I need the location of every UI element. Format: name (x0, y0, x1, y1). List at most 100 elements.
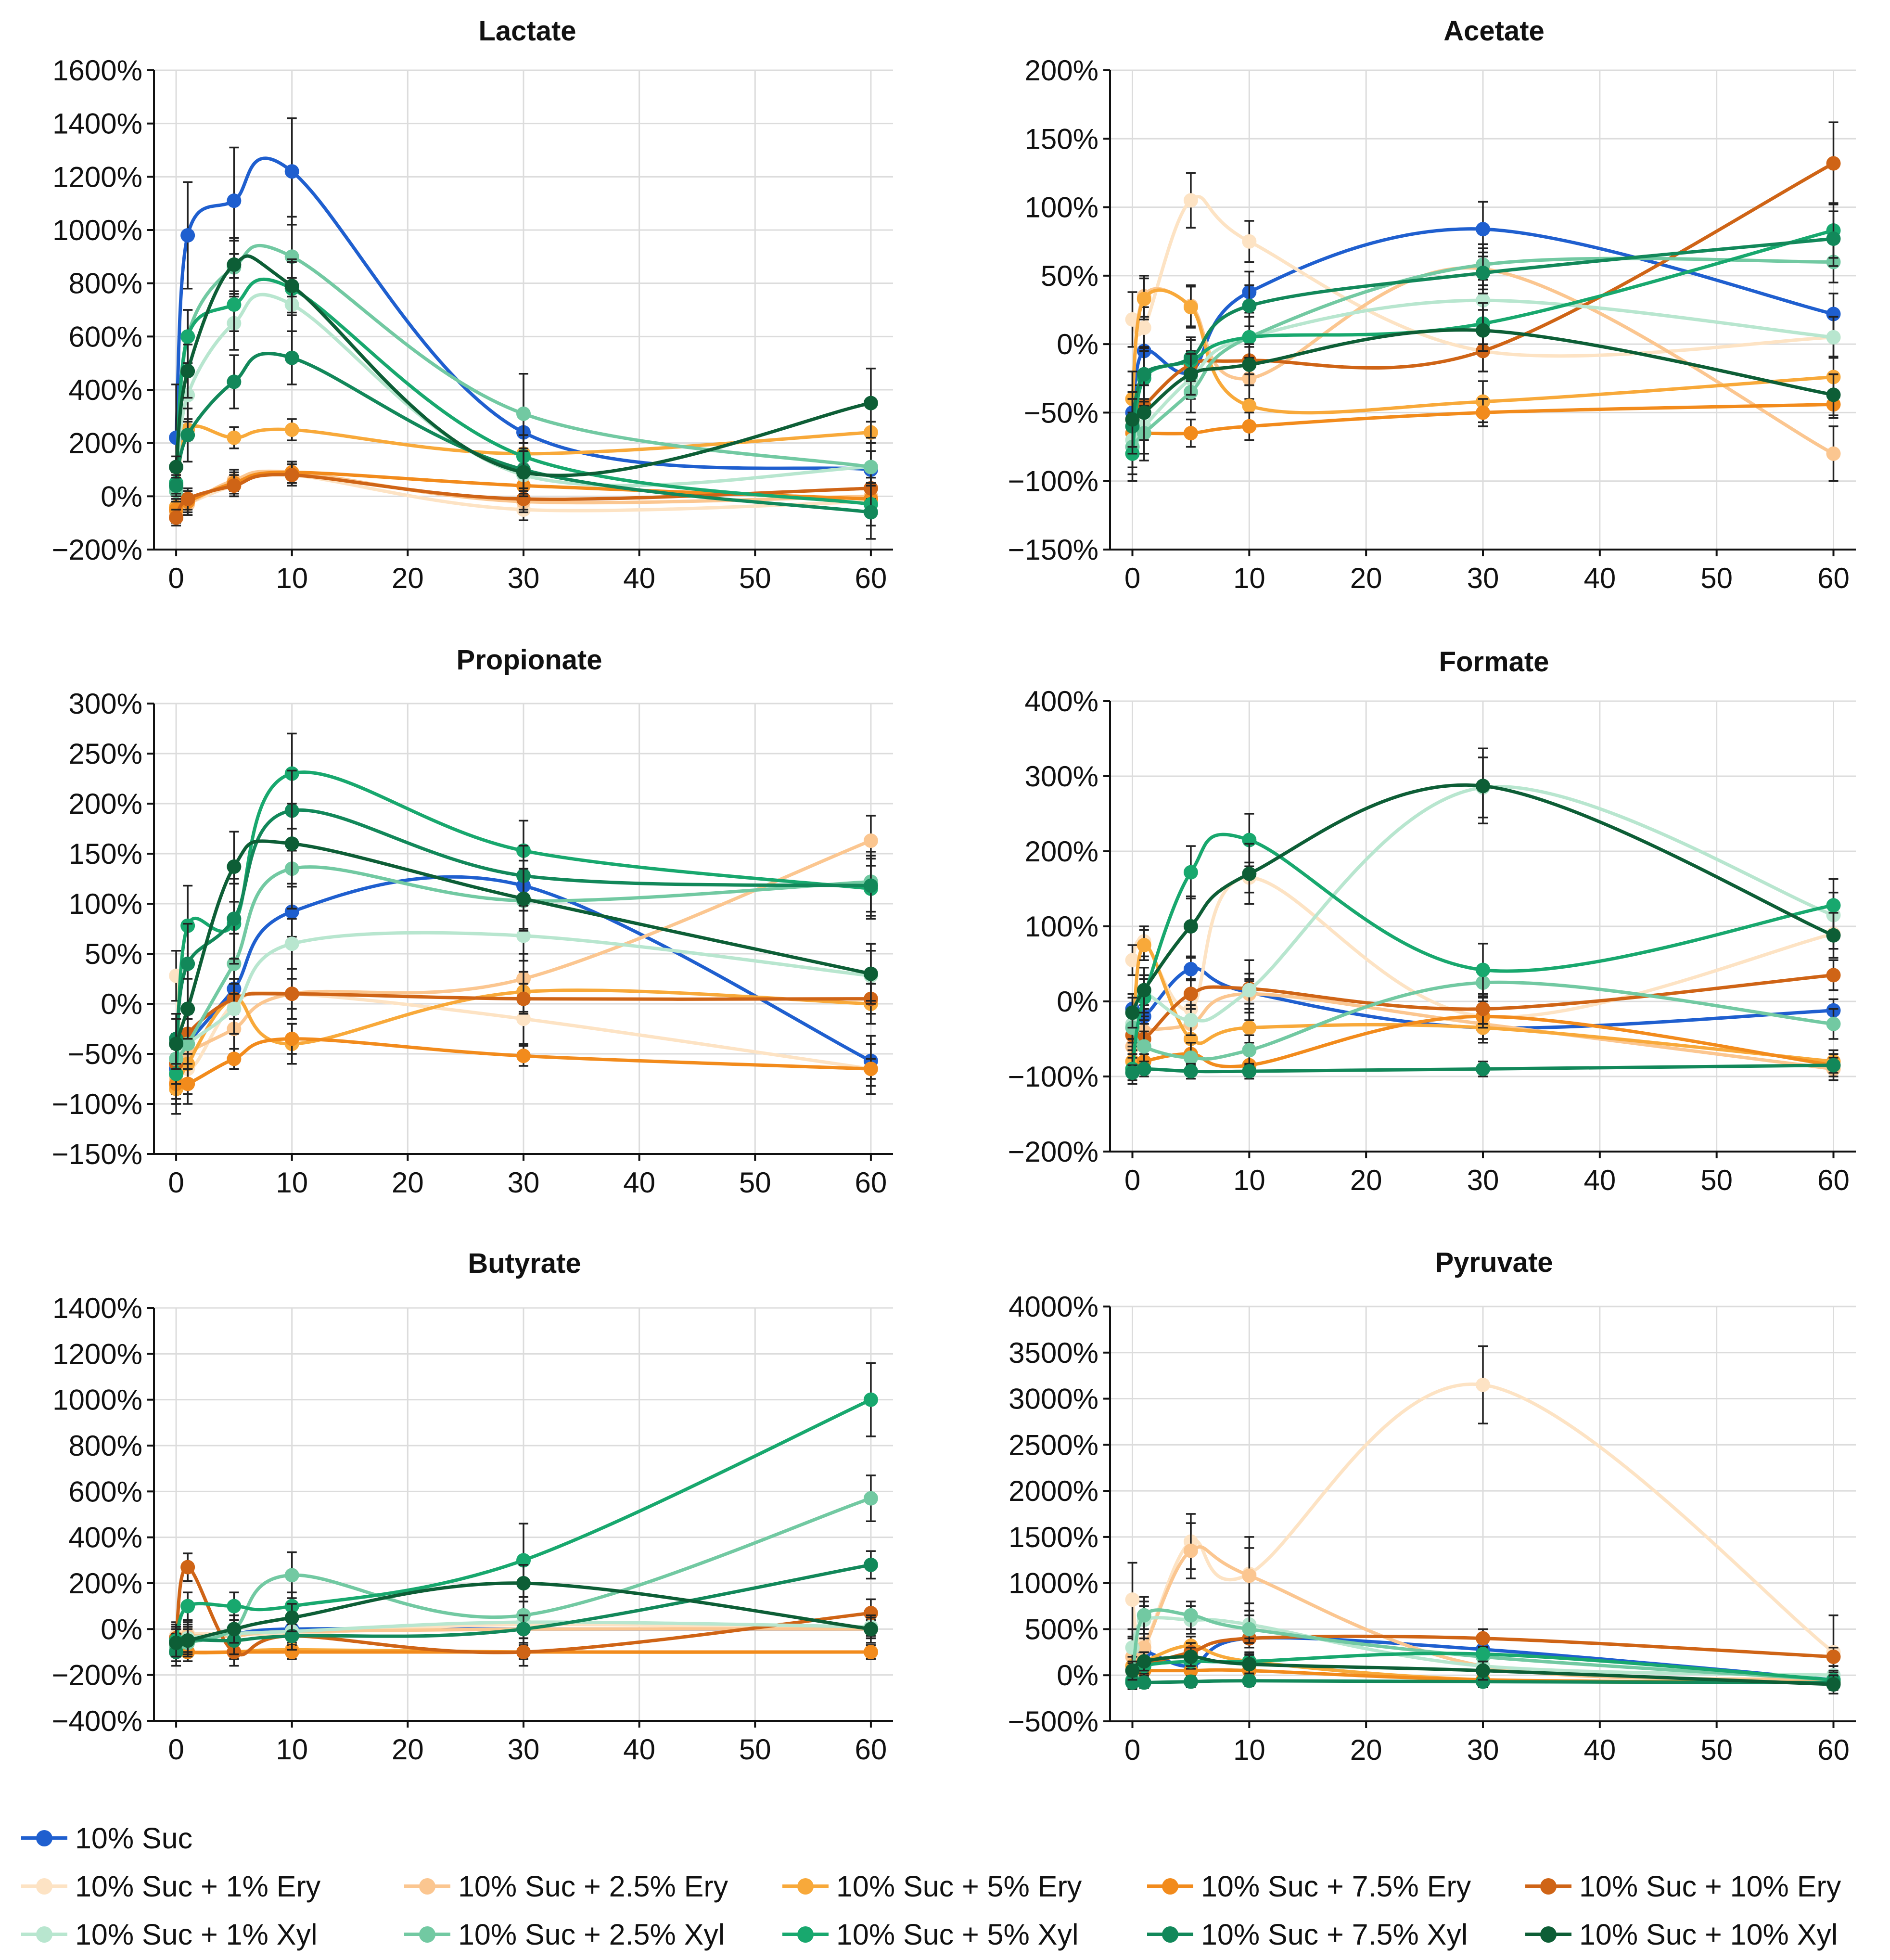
legend-item-5-xyl[interactable]: 10% Suc + 5% Xyl (780, 1910, 1079, 1959)
data-point[interactable] (180, 1560, 195, 1575)
data-point[interactable] (284, 986, 299, 1001)
data-point[interactable] (284, 468, 299, 483)
data-point[interactable] (227, 1051, 242, 1066)
data-point[interactable] (863, 1557, 878, 1572)
data-point[interactable] (1476, 405, 1490, 420)
data-point[interactable] (1826, 928, 1841, 943)
data-point[interactable] (863, 1491, 878, 1506)
data-point[interactable] (1137, 983, 1151, 998)
data-point[interactable] (1826, 1058, 1841, 1073)
data-point[interactable] (516, 406, 531, 421)
data-point[interactable] (516, 891, 531, 906)
data-point[interactable] (1242, 1064, 1257, 1079)
data-point[interactable] (1826, 330, 1841, 345)
data-point[interactable] (284, 1031, 299, 1046)
data-point[interactable] (227, 430, 242, 445)
data-point[interactable] (863, 1062, 878, 1076)
data-point[interactable] (1242, 1622, 1257, 1637)
legend-item-2-5-xyl[interactable]: 10% Suc + 2.5% Xyl (402, 1910, 725, 1959)
data-point[interactable] (180, 329, 195, 344)
data-point[interactable] (1137, 405, 1151, 420)
data-point[interactable] (1242, 866, 1257, 881)
data-point[interactable] (1476, 1001, 1490, 1016)
data-point[interactable] (227, 257, 242, 272)
data-point[interactable] (169, 1066, 184, 1081)
data-point[interactable] (227, 911, 242, 926)
data-point[interactable] (180, 228, 195, 243)
data-point[interactable] (1476, 293, 1490, 308)
data-point[interactable] (1137, 1675, 1151, 1690)
data-point[interactable] (284, 423, 299, 437)
data-point[interactable] (863, 833, 878, 848)
data-point[interactable] (284, 1610, 299, 1625)
data-point[interactable] (1137, 1654, 1151, 1669)
data-point[interactable] (1476, 323, 1490, 338)
data-point[interactable] (1183, 1064, 1198, 1079)
data-point[interactable] (1826, 231, 1841, 246)
data-point[interactable] (1476, 1663, 1490, 1678)
data-point[interactable] (1242, 1020, 1257, 1035)
data-point[interactable] (1183, 193, 1198, 208)
data-point[interactable] (1137, 320, 1151, 335)
data-point[interactable] (227, 859, 242, 874)
data-point[interactable] (863, 396, 878, 410)
legend-item-2-5-ery[interactable]: 10% Suc + 2.5% Ery (402, 1862, 728, 1910)
legend-item-7-5-xyl[interactable]: 10% Suc + 7.5% Xyl (1145, 1910, 1468, 1959)
data-point[interactable] (1242, 234, 1257, 249)
data-point[interactable] (863, 505, 878, 520)
legend-item-5-ery[interactable]: 10% Suc + 5% Ery (780, 1862, 1082, 1910)
data-point[interactable] (180, 1037, 195, 1051)
data-point[interactable] (1476, 1674, 1490, 1689)
data-point[interactable] (227, 478, 242, 493)
data-point[interactable] (516, 1576, 531, 1590)
data-point[interactable] (1137, 1039, 1151, 1054)
data-point[interactable] (1183, 426, 1198, 441)
data-point[interactable] (1476, 266, 1490, 281)
data-point[interactable] (284, 164, 299, 179)
data-point[interactable] (1242, 1657, 1257, 1672)
data-point[interactable] (516, 1553, 531, 1568)
data-point[interactable] (1183, 300, 1198, 315)
data-point[interactable] (180, 1633, 195, 1648)
data-point[interactable] (180, 491, 195, 506)
legend-item-1-xyl[interactable]: 10% Suc + 1% Xyl (19, 1910, 318, 1959)
data-point[interactable] (1183, 1013, 1198, 1027)
data-point[interactable] (180, 1076, 195, 1091)
data-point[interactable] (169, 1635, 184, 1650)
data-point[interactable] (284, 836, 299, 851)
data-point[interactable] (1826, 1677, 1841, 1692)
data-point[interactable] (1183, 367, 1198, 382)
data-point[interactable] (180, 956, 195, 971)
data-point[interactable] (284, 279, 299, 294)
data-point[interactable] (1125, 412, 1140, 427)
legend-item-1-ery[interactable]: 10% Suc + 1% Ery (19, 1862, 320, 1910)
data-point[interactable] (1242, 398, 1257, 413)
data-point[interactable] (863, 966, 878, 981)
data-point[interactable] (1183, 1674, 1198, 1689)
data-point[interactable] (227, 1001, 242, 1016)
data-point[interactable] (1183, 1649, 1198, 1664)
data-point[interactable] (516, 928, 531, 943)
data-point[interactable] (1183, 1050, 1198, 1065)
data-point[interactable] (1183, 986, 1198, 1001)
data-point[interactable] (516, 491, 531, 506)
data-point[interactable] (1183, 961, 1198, 976)
data-point[interactable] (1826, 1016, 1841, 1031)
data-point[interactable] (284, 249, 299, 264)
data-point[interactable] (516, 1012, 531, 1026)
data-point[interactable] (284, 350, 299, 365)
data-point[interactable] (1476, 1647, 1490, 1662)
data-point[interactable] (1242, 298, 1257, 313)
data-point[interactable] (863, 1622, 878, 1637)
data-point[interactable] (1242, 1043, 1257, 1058)
data-point[interactable] (227, 374, 242, 389)
data-point[interactable] (1125, 1592, 1140, 1607)
data-point[interactable] (169, 510, 184, 525)
data-point[interactable] (180, 428, 195, 443)
data-point[interactable] (863, 1605, 878, 1620)
data-point[interactable] (169, 1037, 184, 1051)
data-point[interactable] (284, 1628, 299, 1643)
data-point[interactable] (1476, 1062, 1490, 1076)
data-point[interactable] (516, 1645, 531, 1659)
data-point[interactable] (1242, 1673, 1257, 1688)
